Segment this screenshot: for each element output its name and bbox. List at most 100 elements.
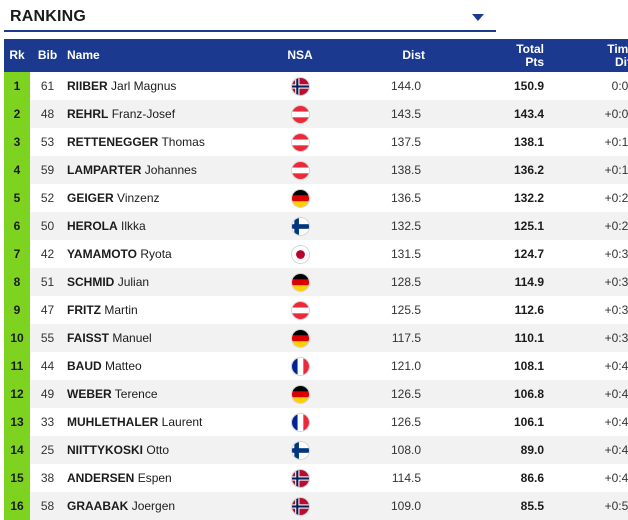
nsa-cell	[287, 184, 313, 212]
chevron-down-icon[interactable]	[472, 14, 484, 21]
table-row[interactable]: 3 53 RETTENEGGER Thomas 137.5 138.1 +0:12	[4, 128, 628, 156]
athlete-name[interactable]: LAMPARTER Johannes	[65, 156, 287, 184]
bib-cell: 58	[40, 499, 55, 513]
france-flag-icon	[291, 357, 309, 375]
header-total-pts-line1: Total	[516, 41, 544, 56]
time-diff-cell: +0:36	[604, 303, 628, 317]
rank-cell: 6	[4, 212, 30, 240]
table-row[interactable]: 8 51 SCHMID Julian 128.5 114.9 +0:33	[4, 268, 628, 296]
athlete-name[interactable]: ANDERSEN Espen	[65, 464, 287, 492]
athlete-name[interactable]: NIITTYKOSKI Otto	[65, 436, 287, 464]
athlete-name[interactable]: RIIBER Jarl Magnus	[65, 72, 287, 100]
bib-cell: 53	[40, 135, 55, 149]
table-row[interactable]: 7 42 YAMAMOTO Ryota 131.5 124.7 +0:30	[4, 240, 628, 268]
rank-cell: 10	[4, 324, 30, 352]
japan-flag-icon	[291, 245, 309, 263]
athlete-last-name: YAMAMOTO	[67, 247, 138, 261]
table-row[interactable]: 4 59 LAMPARTER Johannes 138.5 136.2 +0:17	[4, 156, 628, 184]
athlete-name[interactable]: SCHMID Julian	[65, 268, 287, 296]
table-row[interactable]: 2 48 REHRL Franz-Josef 143.5 143.4 +0:06	[4, 100, 628, 128]
athlete-name[interactable]: GEIGER Vinzenz	[65, 184, 287, 212]
rank-cell: 15	[4, 464, 30, 492]
time-diff-cell: +0:42	[604, 387, 628, 401]
table-row[interactable]: 14 25 NIITTYKOSKI Otto 108.0 89.0 +0:46	[4, 436, 628, 464]
time-diff-cell: +0:22	[604, 191, 628, 205]
time-diff-cell: +0:48	[604, 471, 628, 485]
france-flag-icon	[291, 413, 309, 431]
time-diff-cell: +0:12	[604, 135, 628, 149]
bib-cell: 47	[40, 303, 55, 317]
distance-cell: 138.5	[390, 163, 421, 177]
total-points-cell: 112.6	[514, 303, 544, 317]
table-row[interactable]: 13 33 MUHLETHALER Laurent 126.5 106.1 +0:44	[4, 408, 628, 436]
ranking-dropdown[interactable]: RANKING	[4, 0, 496, 32]
nsa-cell	[287, 464, 313, 492]
athlete-name[interactable]: REHRL Franz-Josef	[65, 100, 287, 128]
norway-flag-icon	[291, 497, 309, 515]
athlete-first-name: Manuel	[112, 331, 152, 345]
header-time-diff-line2: Diff	[615, 54, 628, 69]
athlete-first-name: Terence	[114, 387, 158, 401]
header-dist: Dist	[402, 48, 425, 62]
table-row[interactable]: 9 47 FRITZ Martin 125.5 112.6 +0:36	[4, 296, 628, 324]
nsa-cell	[287, 128, 313, 156]
total-points-cell: 132.2	[513, 191, 544, 205]
nsa-cell	[287, 352, 313, 380]
athlete-first-name: Martin	[104, 303, 138, 317]
header-total-pts-line2: Pts	[525, 54, 544, 69]
total-points-cell: 125.1	[513, 219, 544, 233]
bib-cell: 33	[40, 415, 55, 429]
athlete-name[interactable]: BAUD Matteo	[65, 352, 287, 380]
athlete-last-name: MUHLETHALER	[67, 415, 159, 429]
table-row[interactable]: 16 58 GRAABAK Joergen 109.0 85.5 +0:50	[4, 492, 628, 520]
athlete-last-name: GRAABAK	[67, 499, 129, 513]
rank-cell: 8	[4, 268, 30, 296]
rank-cell: 12	[4, 380, 30, 408]
athlete-name[interactable]: FAISST Manuel	[65, 324, 287, 352]
table-row[interactable]: 1 61 RIIBER Jarl Magnus 144.0 150.9 0:00	[4, 72, 628, 100]
rank-cell: 9	[4, 296, 30, 324]
athlete-first-name: Franz-Josef	[111, 107, 176, 121]
total-points-cell: 136.2	[513, 163, 544, 177]
athlete-first-name: Joergen	[131, 499, 176, 513]
table-row[interactable]: 10 55 FAISST Manuel 117.5 110.1 +0:38	[4, 324, 628, 352]
athlete-name[interactable]: FRITZ Martin	[65, 296, 287, 324]
athlete-name[interactable]: HEROLA Ilkka	[65, 212, 287, 240]
athlete-last-name: ANDERSEN	[67, 471, 135, 485]
bib-cell: 25	[40, 443, 55, 457]
time-diff-cell: +0:33	[604, 275, 628, 289]
norway-flag-icon	[291, 469, 309, 487]
total-points-cell: 106.1	[513, 415, 544, 429]
table-row[interactable]: 12 49 WEBER Terence 126.5 106.8 +0:42	[4, 380, 628, 408]
total-points-cell: 89.0	[520, 443, 544, 457]
distance-cell: 125.5	[390, 303, 421, 317]
distance-cell: 144.0	[390, 79, 421, 93]
distance-cell: 131.5	[390, 247, 421, 261]
austria-flag-icon	[291, 105, 309, 123]
bib-cell: 38	[40, 471, 55, 485]
table-row[interactable]: 11 44 BAUD Matteo 121.0 108.1 +0:40	[4, 352, 628, 380]
header-time-diff: TimeDiff	[550, 39, 628, 72]
total-points-cell: 143.4	[513, 107, 544, 121]
nsa-cell	[287, 492, 313, 520]
athlete-name[interactable]: MUHLETHALER Laurent	[65, 408, 287, 436]
time-diff-cell: +0:26	[604, 219, 628, 233]
table-row[interactable]: 5 52 GEIGER Vinzenz 136.5 132.2 +0:22	[4, 184, 628, 212]
time-diff-cell: +0:06	[604, 107, 628, 121]
header-total-pts: Total Pts	[425, 39, 550, 72]
athlete-name[interactable]: RETTENEGGER Thomas	[65, 128, 287, 156]
athlete-name[interactable]: GRAABAK Joergen	[65, 492, 287, 520]
time-diff-cell: +0:17	[604, 163, 628, 177]
athlete-name[interactable]: WEBER Terence	[65, 380, 287, 408]
norway-flag-icon	[291, 77, 309, 95]
germany-flag-icon	[291, 189, 309, 207]
germany-flag-icon	[291, 385, 309, 403]
table-row[interactable]: 6 50 HEROLA Ilkka 132.5 125.1 +0:26	[4, 212, 628, 240]
time-diff-cell: +0:40	[604, 359, 628, 373]
athlete-name[interactable]: YAMAMOTO Ryota	[65, 240, 287, 268]
nsa-cell	[287, 324, 313, 352]
header-bib: Bib	[37, 48, 58, 62]
rank-cell: 13	[4, 408, 30, 436]
table-row[interactable]: 15 38 ANDERSEN Espen 114.5 86.6 +0:48	[4, 464, 628, 492]
